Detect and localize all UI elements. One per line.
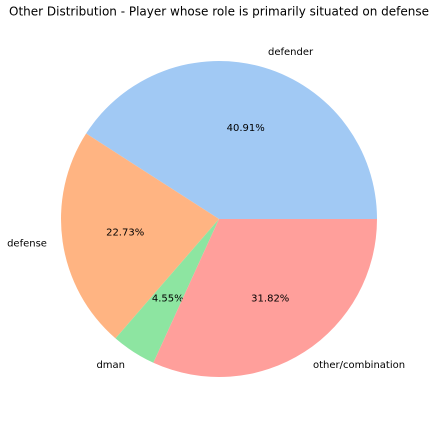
pie-slice (153, 219, 377, 377)
pie-slice (86, 61, 377, 219)
value-label: 31.82% (251, 294, 289, 305)
slice-label: dman (96, 360, 125, 371)
pie-slice (115, 219, 219, 363)
value-label: 40.91% (227, 123, 265, 134)
value-label: 22.73% (106, 227, 144, 238)
slice-label: defender (268, 47, 314, 58)
value-label: 4.55% (152, 294, 184, 305)
chart-title: Other Distribution - Player whose role i… (9, 5, 429, 19)
slice-label: defense (7, 239, 47, 250)
slice-label: other/combination (313, 360, 405, 371)
pie-slice (60, 133, 219, 339)
